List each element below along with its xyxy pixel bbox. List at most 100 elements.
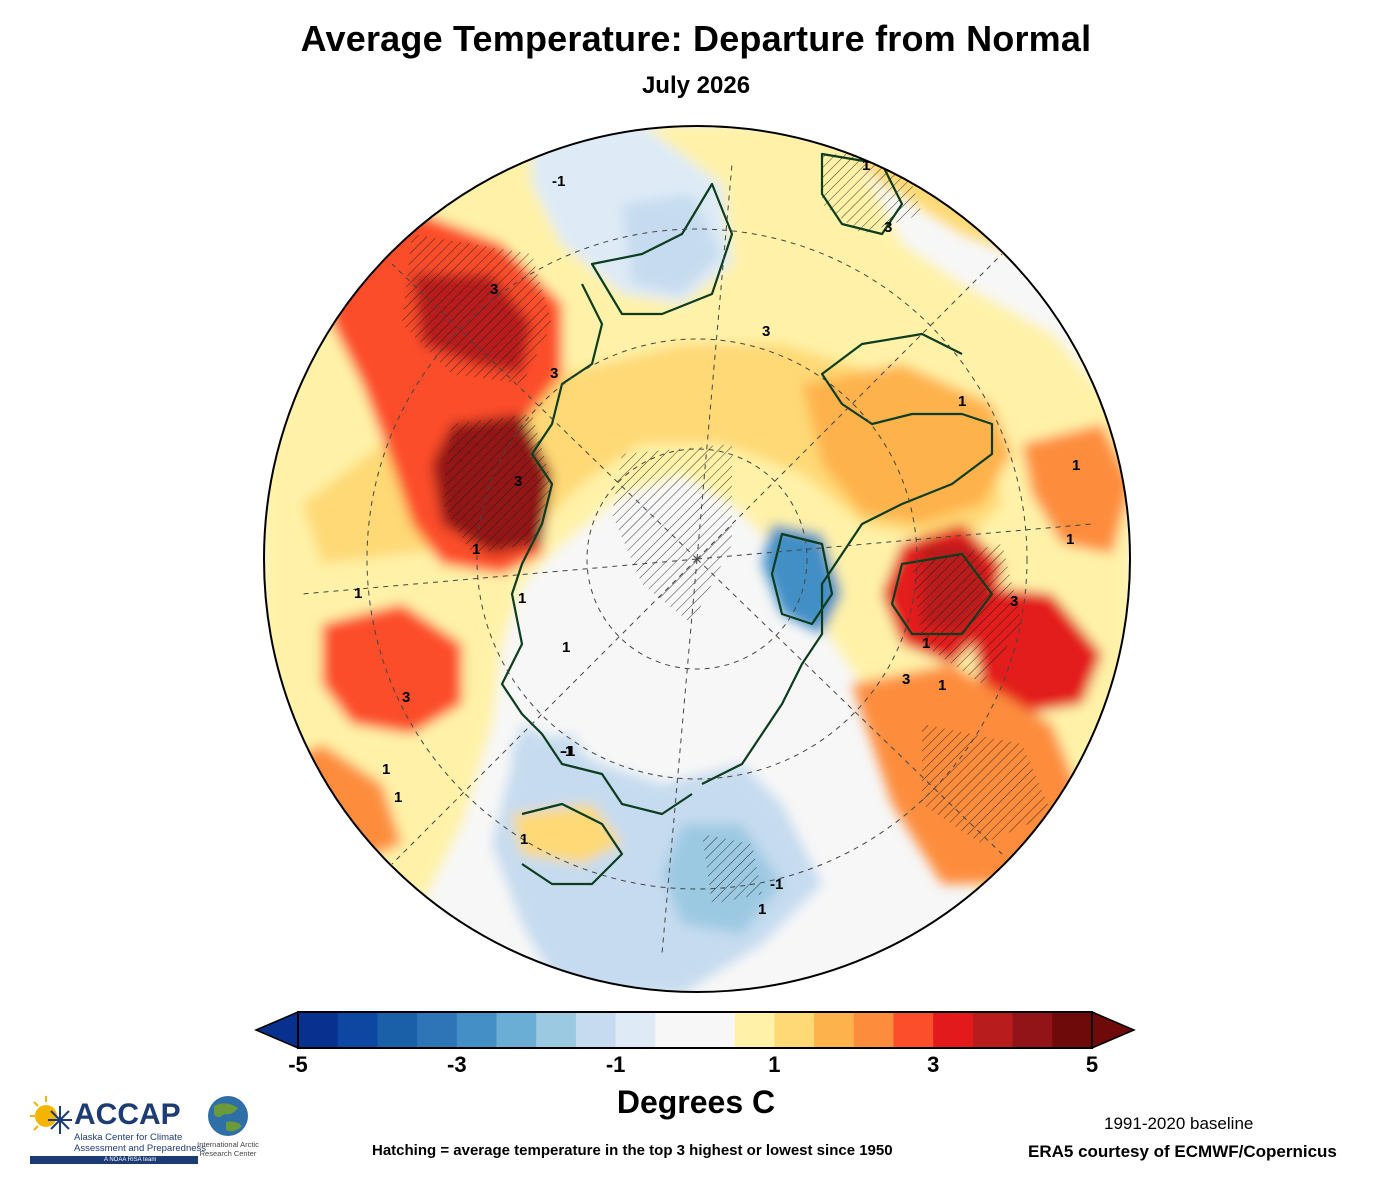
colorbar-tick-label: -1 — [605, 1052, 626, 1077]
coastline-north-america — [701, 332, 994, 785]
colorbar-title: Degrees C — [616, 1084, 776, 1120]
colorbar-bin — [933, 1012, 974, 1048]
coastline-greenland — [590, 182, 734, 316]
hatch-region-alaska — [702, 834, 762, 904]
contour-label: -1 — [552, 173, 565, 190]
meridian-3 — [696, 163, 733, 560]
meridian-7 — [661, 558, 698, 955]
coastline-hudson-bay — [890, 552, 994, 636]
meridian-1 — [301, 558, 698, 595]
colorbar-bin — [655, 1012, 696, 1048]
latitude-circle-70 — [476, 338, 918, 780]
iarc-logo-text: International Arctic Research Center — [197, 1140, 259, 1158]
coastlines — [500, 152, 994, 886]
colorbar-bin — [417, 1012, 458, 1048]
coastline-alaska — [521, 802, 624, 886]
colorbar-over-arrow — [1091, 1010, 1136, 1050]
contour-label: 1 — [518, 590, 526, 607]
colorbar-bin — [496, 1012, 537, 1048]
source-note: ERA5 courtesy of ECMWF/Copernicus — [1028, 1142, 1337, 1161]
contour-label: 1 — [1072, 457, 1080, 474]
graticule — [301, 163, 1093, 955]
colorbar — [254, 1010, 1136, 1050]
contour-label: 3 — [884, 219, 892, 236]
colorbar-bins — [298, 1012, 1093, 1048]
colorbar-bin — [1052, 1012, 1093, 1048]
latitude-circle-80 — [586, 448, 808, 670]
coastline-eurasia — [500, 283, 693, 816]
sun-snowflake-icon — [30, 1096, 72, 1134]
colorbar-bin — [377, 1012, 418, 1048]
contour-label: 3 — [402, 689, 410, 706]
contour-label: 1 — [1066, 531, 1074, 548]
contour-label: -1 — [562, 743, 575, 760]
meridian-4 — [696, 253, 1003, 560]
hatch-region-arctic-ocean — [612, 444, 732, 624]
colorbar-bin — [575, 1012, 617, 1048]
colorbar-bin — [615, 1012, 656, 1048]
anomaly-region-north-america-warm — [802, 364, 1012, 524]
colorbar-bin — [536, 1012, 577, 1048]
contour-label: 1 — [520, 831, 528, 848]
accap-logo-text: ACCAP — [74, 1098, 181, 1131]
contour-label: 1 — [922, 635, 930, 652]
contour-label: 1 — [472, 541, 480, 558]
contour-label: -1 — [560, 743, 573, 760]
hatch-region-siberia — [402, 234, 552, 384]
colorbar-tick-label: -3 — [447, 1052, 467, 1077]
coastline-arctic-archipelago — [770, 532, 834, 626]
colorbar-bin — [774, 1012, 815, 1048]
colorbar-bin — [734, 1012, 775, 1048]
contour-label: 3 — [514, 473, 522, 490]
hatching-layer — [402, 154, 1052, 904]
contour-label: 3 — [490, 281, 498, 298]
map-title: Average Temperature: Departure from Norm… — [300, 18, 1092, 59]
contour-label: 1 — [958, 393, 966, 410]
colorbar-bin — [1012, 1012, 1053, 1048]
colorbar-bin — [853, 1012, 894, 1048]
colorbar-bin — [814, 1012, 855, 1048]
hatch-region-north-america — [912, 544, 1022, 684]
anomaly-region-scandinavia-warm — [1022, 424, 1130, 554]
accap-logo-tag: A NOAA RISA team — [104, 1157, 157, 1163]
contour-label: 1 — [938, 677, 946, 694]
baseline-note: 1991-2020 baseline — [1104, 1114, 1254, 1133]
meridian-2 — [391, 263, 698, 560]
accap-logo-subtitle: Alaska Center for Climate Assessment and… — [74, 1132, 207, 1154]
contour-label: 3 — [1010, 593, 1018, 610]
accap-logo-bar — [30, 1156, 198, 1164]
globe-icon — [208, 1096, 248, 1136]
colorbar-ticks: -5 -3 -1 1 3 5 — [0, 1052, 1392, 1082]
contour-label: 1 — [562, 639, 570, 656]
colorbar-tick-label: 1 — [768, 1052, 781, 1077]
colorbar-bin — [695, 1012, 736, 1048]
colorbar-bin — [298, 1012, 339, 1048]
accap-logo: ACCAP Alaska Center for Climate Assessme… — [30, 1094, 206, 1166]
contour-label: 1 — [862, 157, 870, 174]
contour-label: 1 — [382, 761, 390, 778]
hatch-region-west-siberia — [442, 414, 552, 554]
colorbar-tick-label: 5 — [1085, 1052, 1099, 1077]
anomaly-region-cool-north-pacific — [512, 734, 602, 824]
colorbar-bin — [456, 1012, 497, 1048]
anomaly-region-cool-greenland — [622, 194, 722, 294]
contour-label: -1 — [770, 876, 783, 893]
contour-label: 1 — [394, 789, 402, 806]
iarc-logo: International Arctic Research Center — [196, 1094, 260, 1162]
contour-label: 3 — [550, 365, 558, 382]
colorbar-under-arrow — [254, 1010, 299, 1050]
latitude-circle-60 — [366, 228, 1028, 890]
map-subtitle: July 2026 — [641, 72, 751, 99]
contour-label: 1 — [354, 585, 362, 602]
meridian-5 — [696, 523, 1093, 560]
contour-label: 1 — [758, 901, 766, 918]
hatch-region-us — [922, 724, 1052, 844]
colorbar-tick-label: -5 — [288, 1052, 308, 1077]
map-frame — [263, 125, 1131, 993]
colorbar-bin — [972, 1012, 1014, 1048]
colorbar-tick-label: 3 — [927, 1052, 940, 1077]
colorbar-bin — [337, 1012, 378, 1048]
meridian-6 — [696, 558, 1003, 855]
